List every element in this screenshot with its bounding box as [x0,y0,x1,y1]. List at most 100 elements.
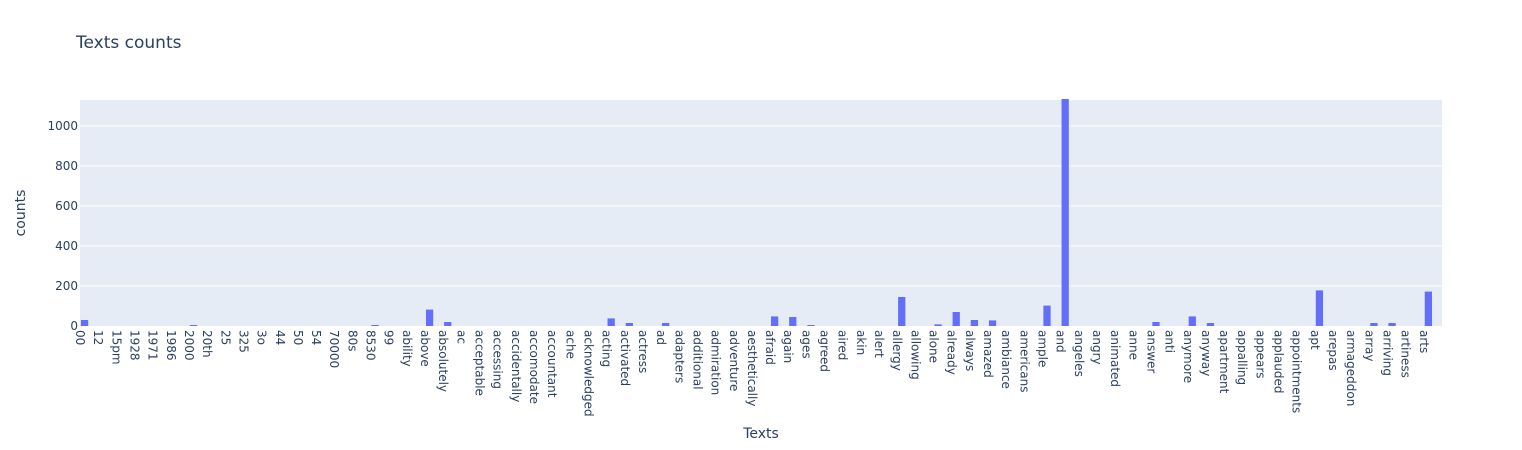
bar[interactable] [425,309,434,326]
x-tick-label: apt [1308,330,1322,350]
x-tick-label: 1986 [164,330,178,361]
x-tick-label: answer [1144,330,1158,373]
x-tick-label: always [963,330,977,371]
bar[interactable] [80,320,89,326]
x-tick-label: array [1362,330,1376,361]
x-tick-label: anymore [1181,330,1195,383]
x-tick-label: 1928 [127,330,141,361]
x-tick-label: adapters [672,330,686,383]
bar[interactable] [444,322,452,326]
bar[interactable] [898,297,906,326]
x-tick-label: 20th [200,330,214,358]
bar[interactable] [770,316,779,326]
x-tick-label: 12 [91,330,105,345]
x-tick-label: 00 [73,330,87,345]
x-tick-label: allowing [908,330,922,380]
y-axis-title: counts [13,190,29,237]
x-tick-label: anti [1163,330,1177,353]
x-tick-label: 15pm [109,330,123,365]
bar[interactable] [371,325,379,326]
bar[interactable] [952,312,960,326]
bar[interactable] [1370,323,1378,326]
bar[interactable] [1152,322,1160,326]
x-tick-label: admiration [709,330,723,395]
x-tick-label: 99 [382,330,396,345]
bar[interactable] [1188,316,1196,326]
x-tick-label: afraid [763,330,777,365]
x-tick-label: ac [454,330,468,344]
bar[interactable] [988,320,997,326]
x-tick-label: appointments [1290,330,1304,413]
y-tick-label: 1000 [47,119,78,133]
x-tick-label: ad [654,330,668,345]
x-tick-label: arriving [1381,330,1395,376]
x-tick-label: 80s [345,330,359,352]
x-tick-label: acting [600,330,614,367]
bar[interactable] [662,323,670,326]
x-tick-label: alone [927,330,941,363]
x-tick-label: appalling [1235,330,1249,385]
x-tick-label: aired [836,330,850,360]
x-tick-label: artiness [1399,330,1413,378]
bar[interactable] [789,317,797,326]
bar[interactable] [934,324,942,326]
x-tick-label: angeles [1072,330,1086,377]
x-tick-label: ache [563,330,577,359]
x-tick-label: alert [872,330,886,358]
bar[interactable] [1315,290,1324,326]
x-tick-label: angry [1090,330,1104,365]
x-tick-label: agreed [818,330,832,372]
x-tick-label: already [945,330,959,375]
y-tick-label: 0 [70,319,78,333]
x-tick-label: 70000 [327,330,341,368]
chart-title: Texts counts [76,33,182,53]
plot-area [80,100,1442,326]
x-tick-label: animated [1108,330,1122,387]
bar[interactable] [189,325,198,326]
x-tick-label: apartment [1217,330,1231,394]
x-tick-label: ages [799,330,813,359]
bar[interactable] [1424,291,1433,326]
y-tick-label: 600 [55,199,78,213]
x-tick-label: applauded [1272,330,1286,394]
x-tick-label: acknowledged [581,330,595,417]
x-tick-label: 44 [273,330,287,345]
x-tick-label: absolutely [436,330,450,392]
x-tick-label: 325 [236,330,250,353]
x-tick-label: arts [1417,330,1431,353]
x-tick-label: accessing [491,330,505,389]
y-tick-label: 400 [55,239,78,253]
x-tick-label: accidentally [509,330,523,402]
x-tick-label: ability [400,330,414,367]
x-tick-label: 2000 [182,330,196,361]
x-axis-title: Texts [742,426,779,442]
bar[interactable] [807,325,815,326]
bar[interactable] [1061,99,1069,326]
x-tick-label: additional [690,330,704,390]
bar[interactable] [607,318,615,326]
x-tick-label: above [418,330,432,367]
x-tick-label: aesthetically [745,330,759,406]
x-tick-label: actress [636,330,650,373]
x-tick-label: anyway [1199,330,1213,376]
bar[interactable] [625,323,633,326]
x-tick-label: armageddon [1344,330,1358,406]
x-tick-label: ambiance [999,330,1013,389]
x-tick-label: akin [854,330,868,355]
y-tick-label: 800 [55,159,78,173]
x-tick-label: and [1054,330,1068,353]
x-tick-label: arepas [1326,330,1340,371]
x-tick-label: appears [1253,330,1267,379]
x-tick-label: activated [618,330,632,386]
x-tick-label: 3o [255,330,269,345]
x-tick-label: ample [1035,330,1049,367]
x-tick-label: anne [1126,330,1140,360]
x-tick-label: 54 [309,330,323,345]
bar[interactable] [970,320,979,326]
bar[interactable] [1388,323,1396,326]
bar[interactable] [1206,323,1215,326]
x-tick-label: 25 [218,330,232,345]
bar[interactable] [1043,305,1051,326]
y-tick-label: 200 [55,279,78,293]
x-tick-label: 1971 [146,330,160,361]
